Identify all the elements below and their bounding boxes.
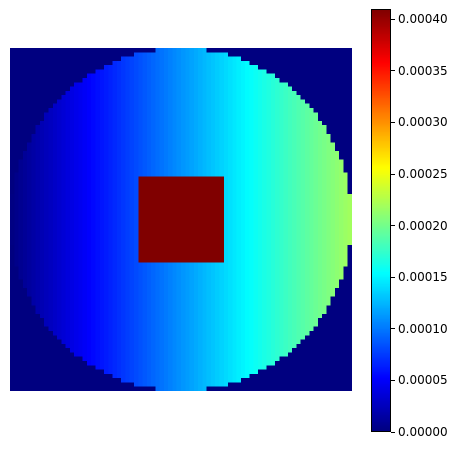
- colorbar-tick-mark: [391, 328, 395, 330]
- colorbar-tick-mark: [391, 18, 395, 20]
- colorbar-tick-mark: [391, 121, 395, 123]
- colorbar-tick-mark: [391, 276, 395, 278]
- colorbar-tick-label: 0.00020: [398, 218, 448, 233]
- colorbar-tick-label: 0.00040: [398, 12, 448, 27]
- colorbar-tick-mark: [391, 379, 395, 381]
- colorbar-tick-label: 0.00005: [398, 373, 448, 388]
- colorbar-tick-mark: [391, 431, 395, 433]
- colorbar: [371, 9, 391, 432]
- colorbar-tick-label: 0.00030: [398, 115, 448, 130]
- heatmap-image: [10, 48, 352, 391]
- colorbar-tick-label: 0.00015: [398, 270, 448, 285]
- colorbar-tick-mark: [391, 225, 395, 227]
- colorbar-tick-mark: [391, 173, 395, 175]
- colorbar-tick-label: 0.00035: [398, 63, 448, 78]
- colorbar-tick-label: 0.00025: [398, 167, 448, 182]
- colorbar-tick-mark: [391, 70, 395, 72]
- colorbar-tick-label: 0.00000: [398, 425, 448, 439]
- colorbar-tick-label: 0.00010: [398, 321, 448, 336]
